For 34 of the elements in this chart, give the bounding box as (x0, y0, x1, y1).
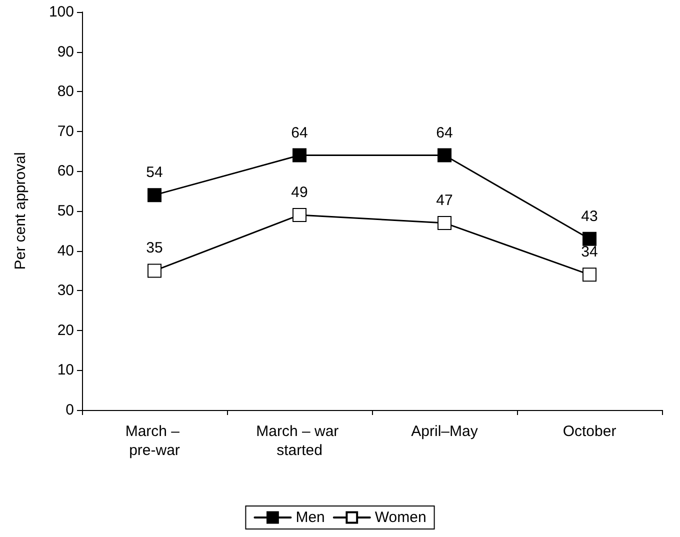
data-label: 34 (581, 244, 598, 261)
data-label: 35 (146, 240, 163, 257)
point (582, 232, 596, 246)
x-tick-label: October (562, 423, 616, 440)
y-tick-label: 0 (66, 402, 74, 418)
x-tick-label: March – war started (256, 423, 343, 459)
y-tick-label: 100 (48, 4, 74, 20)
point (438, 216, 452, 230)
y-tick-label: 80 (57, 83, 74, 100)
point (292, 148, 306, 162)
y-axis-title: Per cent approval (12, 152, 29, 270)
y-tick-label: 90 (57, 43, 74, 60)
y-tick-label: 60 (57, 162, 74, 180)
x-tick-label: April–May (411, 423, 478, 440)
y-tick-label: 70 (57, 122, 74, 140)
y-tick-label: 20 (57, 322, 74, 339)
data-label: 54 (146, 164, 163, 182)
y-tick-label: 10 (57, 362, 74, 379)
y-tick-label: 50 (57, 202, 74, 220)
y-tick-label: 40 (57, 242, 74, 260)
data-label: 64 (436, 124, 453, 142)
point (148, 188, 162, 202)
point (438, 148, 452, 162)
legend-label: Women (374, 509, 426, 526)
y-tick-label: 30 (57, 282, 74, 300)
data-label: 64 (291, 124, 308, 142)
data-label: 49 (291, 184, 308, 201)
point (148, 264, 162, 278)
legend-label: Men (296, 509, 325, 526)
x-tick-label: March – pre-war (125, 423, 184, 459)
data-label: 43 (581, 208, 598, 225)
point (292, 208, 306, 222)
data-label: 47 (436, 192, 453, 209)
point (582, 268, 596, 282)
